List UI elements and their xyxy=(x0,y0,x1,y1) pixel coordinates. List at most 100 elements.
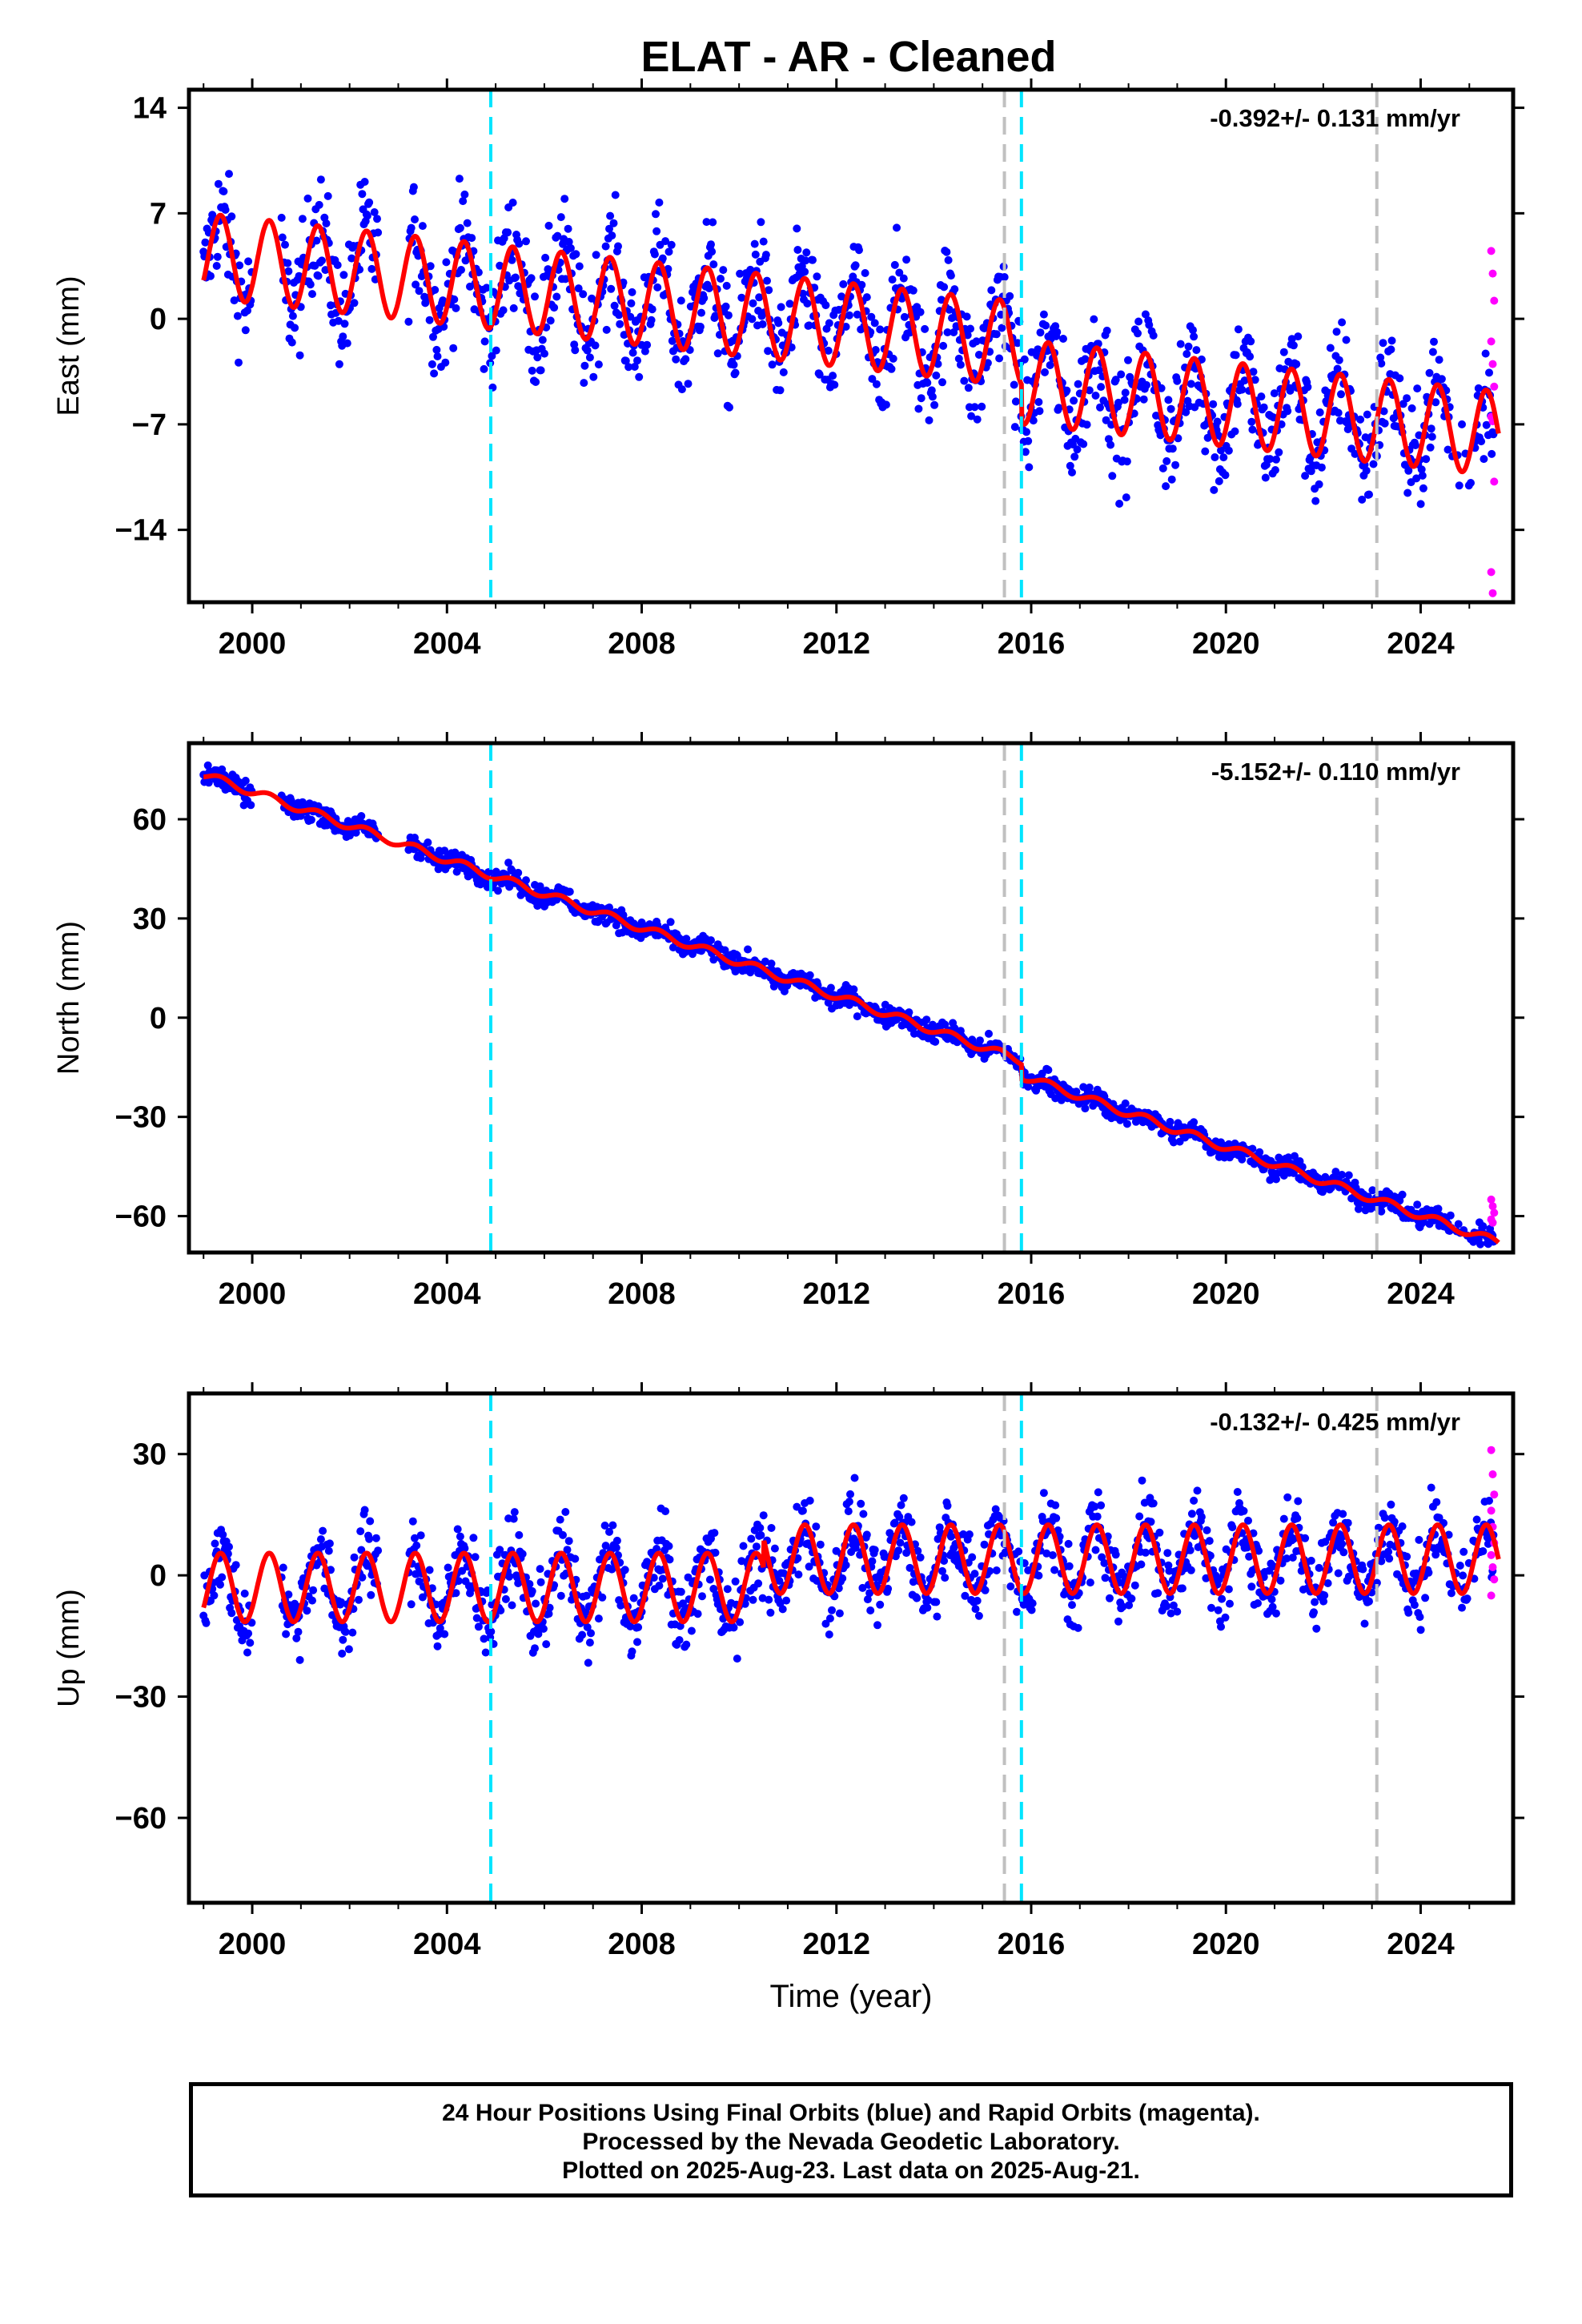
data-point xyxy=(316,175,325,184)
data-point xyxy=(1416,500,1425,509)
data-point xyxy=(862,1530,871,1539)
data-point xyxy=(652,210,660,219)
footer-line-2: Processed by the Nevada Geodetic Laborat… xyxy=(582,2129,1120,2155)
data-point xyxy=(620,331,628,340)
data-point xyxy=(1294,1497,1303,1506)
data-point xyxy=(851,261,860,270)
rapid-point xyxy=(1488,1563,1497,1571)
data-point xyxy=(1463,1594,1472,1603)
data-point xyxy=(643,340,652,349)
data-point xyxy=(444,1563,452,1572)
model-fit-line xyxy=(203,773,1500,1244)
data-point xyxy=(1354,1204,1363,1213)
data-point xyxy=(1050,1566,1059,1574)
data-point xyxy=(428,360,436,368)
data-point xyxy=(846,1490,854,1498)
data-point xyxy=(1246,352,1255,361)
data-point xyxy=(455,175,464,183)
data-point xyxy=(1419,484,1427,493)
data-point xyxy=(917,394,926,403)
data-point xyxy=(776,386,785,395)
data-point xyxy=(1432,1498,1441,1506)
data-point xyxy=(210,1591,219,1600)
data-point xyxy=(1215,476,1223,485)
data-point xyxy=(1154,1589,1162,1598)
data-point xyxy=(1130,1581,1139,1590)
final-orbit-points xyxy=(199,1474,1498,1667)
rapid-point xyxy=(1488,269,1497,278)
data-point xyxy=(1228,1523,1237,1532)
data-point xyxy=(201,238,210,247)
data-point xyxy=(1193,1486,1202,1495)
data-point xyxy=(682,1640,691,1649)
plot-frame xyxy=(187,87,1516,605)
data-point xyxy=(591,341,600,350)
data-point xyxy=(985,1029,993,1038)
data-point xyxy=(409,183,418,191)
rapid-orbit-points xyxy=(1487,247,1499,597)
data-point xyxy=(321,266,330,275)
data-point xyxy=(601,242,610,251)
data-point xyxy=(432,345,441,354)
data-point xyxy=(1384,1547,1393,1556)
data-point xyxy=(633,356,641,365)
data-point xyxy=(1311,1598,1319,1606)
data-point xyxy=(1474,384,1483,392)
x-tick-label: 2016 xyxy=(998,1928,1066,1961)
rapid-point xyxy=(1488,1218,1497,1227)
data-point xyxy=(532,378,540,386)
data-point xyxy=(1333,364,1342,373)
data-point xyxy=(1283,1493,1292,1502)
data-point xyxy=(335,360,343,368)
data-point xyxy=(1434,1204,1443,1213)
data-point xyxy=(938,378,946,387)
data-point xyxy=(1141,1548,1150,1557)
data-point xyxy=(925,416,934,424)
data-point xyxy=(931,1037,940,1046)
data-point xyxy=(606,211,615,220)
x-tick-label: 2008 xyxy=(608,1277,676,1311)
x-tick-label: 2024 xyxy=(1387,627,1455,661)
data-point xyxy=(1149,1499,1158,1508)
data-point xyxy=(705,284,713,292)
data-point xyxy=(978,402,986,411)
data-point xyxy=(407,223,416,232)
data-point xyxy=(850,1474,859,1482)
data-point xyxy=(614,242,622,251)
data-point xyxy=(412,280,420,289)
x-tick-label: 2016 xyxy=(998,627,1066,661)
data-point xyxy=(482,283,491,292)
data-point xyxy=(805,971,814,979)
data-point xyxy=(744,945,752,954)
data-point xyxy=(374,228,383,237)
data-point xyxy=(294,1627,303,1636)
data-point xyxy=(653,283,662,292)
data-point xyxy=(474,268,483,277)
data-point xyxy=(876,1600,885,1609)
data-point xyxy=(556,1515,564,1524)
data-point xyxy=(1477,437,1486,446)
rapid-point xyxy=(1490,1490,1499,1499)
data-point xyxy=(849,985,858,994)
data-point xyxy=(682,935,691,943)
data-point xyxy=(1276,1576,1285,1585)
footer-caption: 24 Hour Positions Using Final Orbits (bl… xyxy=(189,2082,1513,2197)
data-point xyxy=(1034,398,1043,406)
data-point xyxy=(1024,1566,1033,1574)
data-point xyxy=(284,1590,293,1599)
data-point xyxy=(707,936,715,945)
data-point xyxy=(893,223,901,232)
data-point xyxy=(1368,1186,1377,1195)
data-point xyxy=(1053,328,1062,336)
data-point xyxy=(1065,1562,1074,1570)
data-point xyxy=(318,256,326,265)
data-point xyxy=(211,1539,219,1548)
data-point xyxy=(900,312,909,321)
data-point xyxy=(1403,394,1411,403)
data-point xyxy=(801,256,810,265)
data-point xyxy=(536,1578,545,1586)
data-point xyxy=(612,1536,621,1545)
data-point xyxy=(243,306,251,315)
x-axis-label: Time (year) xyxy=(770,1979,933,2014)
data-point xyxy=(511,273,520,282)
